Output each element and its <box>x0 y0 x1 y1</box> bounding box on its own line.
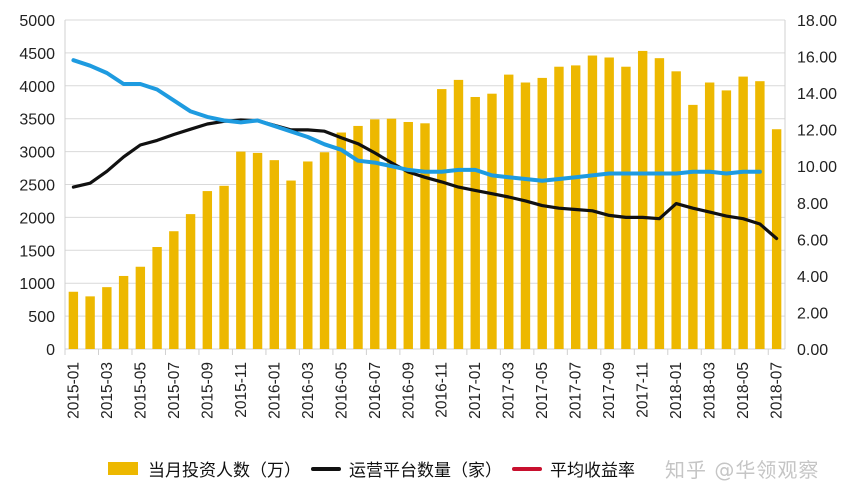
left-tick-label: 1000 <box>19 276 55 293</box>
x-tick-label: 2016-03 <box>300 362 317 419</box>
bar <box>102 287 112 349</box>
right-tick-label: 6.00 <box>797 232 828 249</box>
left-tick-label: 4000 <box>19 79 55 96</box>
watermark: 知乎 @华领观察 <box>665 458 820 482</box>
bar <box>504 74 514 349</box>
x-tick-label: 2016-01 <box>266 362 283 419</box>
bar <box>319 152 330 349</box>
bar <box>403 121 413 350</box>
legend-item-investors: 当月投资人数（万） <box>108 456 301 481</box>
right-tick-label: 14.00 <box>797 86 837 103</box>
bar <box>470 96 480 350</box>
bar <box>704 82 715 349</box>
bar <box>68 291 79 349</box>
bar <box>671 71 681 349</box>
x-tick-label: 2016-05 <box>333 362 350 419</box>
bar <box>353 125 363 349</box>
bar <box>487 93 497 349</box>
bar <box>185 214 196 349</box>
bar <box>336 132 346 349</box>
bar <box>269 160 280 349</box>
x-tick-label: 2018-03 <box>702 362 719 419</box>
bar <box>453 79 464 350</box>
bar <box>236 151 246 349</box>
left-tick-label: 0 <box>46 342 55 359</box>
bar <box>386 118 397 349</box>
x-tick-label: 2017-11 <box>635 362 652 418</box>
x-tick-label: 2015-01 <box>65 362 82 419</box>
bar <box>721 90 732 349</box>
bar <box>738 76 748 349</box>
x-tick-label: 2015-05 <box>132 362 149 419</box>
x-tick-label: 2017-07 <box>568 362 585 419</box>
bar <box>135 266 146 349</box>
bar <box>755 81 765 349</box>
bar <box>537 77 547 350</box>
legend-label: 当月投资人数（万） <box>148 461 301 481</box>
x-tick-label: 2016-07 <box>367 362 384 419</box>
right-tick-label: 8.00 <box>797 196 828 213</box>
bar <box>303 161 313 349</box>
x-tick-label: 2015-03 <box>99 362 116 419</box>
bar <box>621 66 631 349</box>
x-tick-label: 2018-05 <box>735 362 752 419</box>
right-tick-label: 16.00 <box>797 50 837 67</box>
x-tick-label: 2018-07 <box>769 362 786 419</box>
left-tick-label: 4500 <box>19 46 55 63</box>
bar <box>570 65 581 349</box>
legend-item-platforms: 运营平台数量（家） <box>311 456 502 481</box>
right-tick-label: 0.00 <box>797 342 828 359</box>
left-tick-label: 2000 <box>19 210 55 227</box>
x-tick-label: 2015-09 <box>199 362 216 419</box>
legend-label: 运营平台数量（家） <box>349 461 502 481</box>
right-tick-label: 10.00 <box>797 159 837 176</box>
right-tick-label: 2.00 <box>797 305 828 322</box>
bar <box>604 57 614 349</box>
yield-line <box>71 58 762 183</box>
left-tick-label: 5000 <box>19 13 55 30</box>
bar <box>370 119 380 349</box>
bar <box>85 296 95 349</box>
x-tick-label: 2017-09 <box>601 362 618 419</box>
x-tick-label: 2015-11 <box>233 362 250 418</box>
bar <box>688 104 698 349</box>
bar <box>520 82 531 349</box>
bar <box>202 191 213 349</box>
bar <box>587 55 598 349</box>
bar <box>437 89 447 349</box>
legend-swatch-line <box>512 466 542 471</box>
x-tick-label: 2015-07 <box>166 362 183 419</box>
right-tick-label: 18.00 <box>797 13 837 30</box>
legend-label: 平均收益率 <box>550 461 635 481</box>
x-tick-label: 2017-05 <box>534 362 551 419</box>
x-tick-label: 2016-09 <box>400 362 417 419</box>
left-tick-label: 2500 <box>19 178 55 195</box>
legend-item-yield: 平均收益率 <box>512 456 635 481</box>
bar <box>152 247 162 349</box>
left-tick-label: 3500 <box>19 112 55 129</box>
x-tick-label: 2018-01 <box>668 362 685 419</box>
bar <box>169 231 179 349</box>
platform-count-line <box>71 118 779 241</box>
x-tick-label: 2017-03 <box>501 362 518 419</box>
legend-swatch-bar <box>108 462 138 475</box>
right-tick-label: 4.00 <box>797 269 828 286</box>
bar <box>219 185 229 349</box>
left-tick-label: 1500 <box>19 243 55 260</box>
bar <box>420 123 430 349</box>
x-tick-label: 2016-11 <box>434 362 451 418</box>
left-tick-label: 500 <box>28 309 55 326</box>
left-tick-label: 3000 <box>19 145 55 162</box>
bar <box>637 50 648 350</box>
legend-swatch-line <box>311 466 341 471</box>
bar <box>286 180 296 349</box>
bar <box>654 58 665 349</box>
bar <box>118 275 129 349</box>
right-tick-label: 12.00 <box>797 123 837 140</box>
x-tick-label: 2017-01 <box>467 362 484 419</box>
legend: 当月投资人数（万） 运营平台数量（家） 平均收益率 <box>108 456 645 481</box>
bar <box>252 152 263 349</box>
